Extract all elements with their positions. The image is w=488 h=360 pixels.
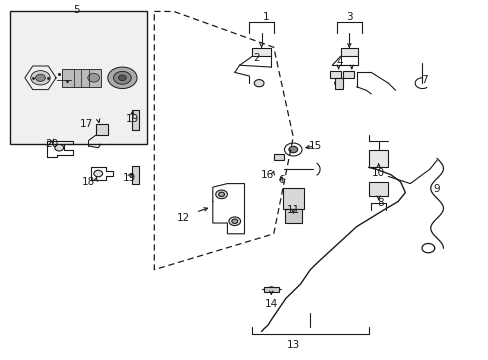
Bar (273, 154, 284, 160)
Bar (368, 182, 387, 196)
Text: 10: 10 (371, 168, 385, 178)
Text: 8: 8 (377, 198, 384, 208)
Text: 20: 20 (45, 139, 59, 149)
Bar (132, 110, 139, 130)
Circle shape (107, 67, 137, 89)
Bar (368, 149, 387, 167)
Text: 2: 2 (253, 53, 260, 63)
Text: 13: 13 (286, 340, 299, 350)
Bar (340, 48, 357, 56)
Text: 4: 4 (336, 57, 342, 67)
Circle shape (31, 71, 50, 85)
Bar (282, 188, 304, 210)
Text: 1: 1 (263, 12, 269, 22)
Circle shape (113, 71, 131, 84)
Circle shape (36, 74, 45, 81)
Circle shape (88, 73, 99, 82)
Bar (330, 71, 340, 78)
Circle shape (55, 144, 63, 151)
Circle shape (334, 80, 343, 86)
Bar (62, 69, 101, 87)
Bar (252, 48, 270, 56)
Circle shape (267, 287, 274, 292)
Text: 16: 16 (261, 170, 274, 180)
Text: 15: 15 (308, 141, 321, 151)
Text: 3: 3 (346, 12, 352, 22)
Text: 5: 5 (73, 5, 80, 15)
Bar (264, 287, 278, 292)
Text: 6: 6 (277, 175, 284, 185)
Bar (132, 166, 139, 184)
Circle shape (288, 146, 297, 153)
Text: 9: 9 (433, 184, 440, 194)
Text: 12: 12 (177, 213, 190, 222)
Text: 17: 17 (79, 120, 92, 129)
Bar (343, 71, 353, 78)
Circle shape (118, 75, 126, 81)
Text: 18: 18 (81, 177, 95, 187)
Circle shape (231, 219, 237, 224)
Text: 7: 7 (421, 75, 427, 85)
Bar (10, 12, 147, 144)
Text: 19: 19 (125, 114, 139, 124)
Circle shape (254, 80, 264, 87)
Circle shape (218, 192, 224, 197)
Circle shape (94, 170, 102, 177)
Circle shape (215, 190, 227, 199)
Bar (96, 124, 108, 135)
Circle shape (228, 217, 240, 226)
Text: 14: 14 (264, 299, 277, 309)
Bar (334, 78, 343, 89)
Bar (285, 210, 302, 223)
Text: 19: 19 (123, 173, 136, 183)
Circle shape (284, 143, 302, 156)
Text: 11: 11 (286, 206, 299, 216)
